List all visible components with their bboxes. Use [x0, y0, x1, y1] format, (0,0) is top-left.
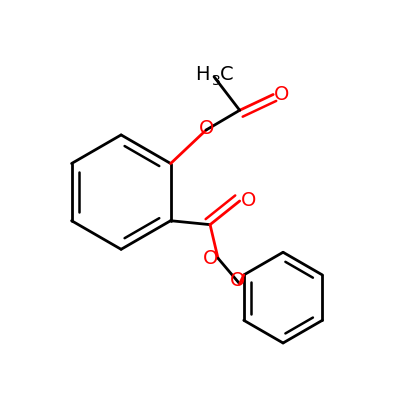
Text: O: O [241, 192, 256, 210]
Text: O: O [198, 118, 214, 138]
Text: C: C [220, 65, 234, 84]
Text: O: O [274, 85, 290, 104]
Text: O: O [203, 249, 218, 268]
Text: 3: 3 [212, 74, 221, 88]
Text: H: H [196, 65, 210, 84]
Text: O: O [230, 271, 245, 290]
